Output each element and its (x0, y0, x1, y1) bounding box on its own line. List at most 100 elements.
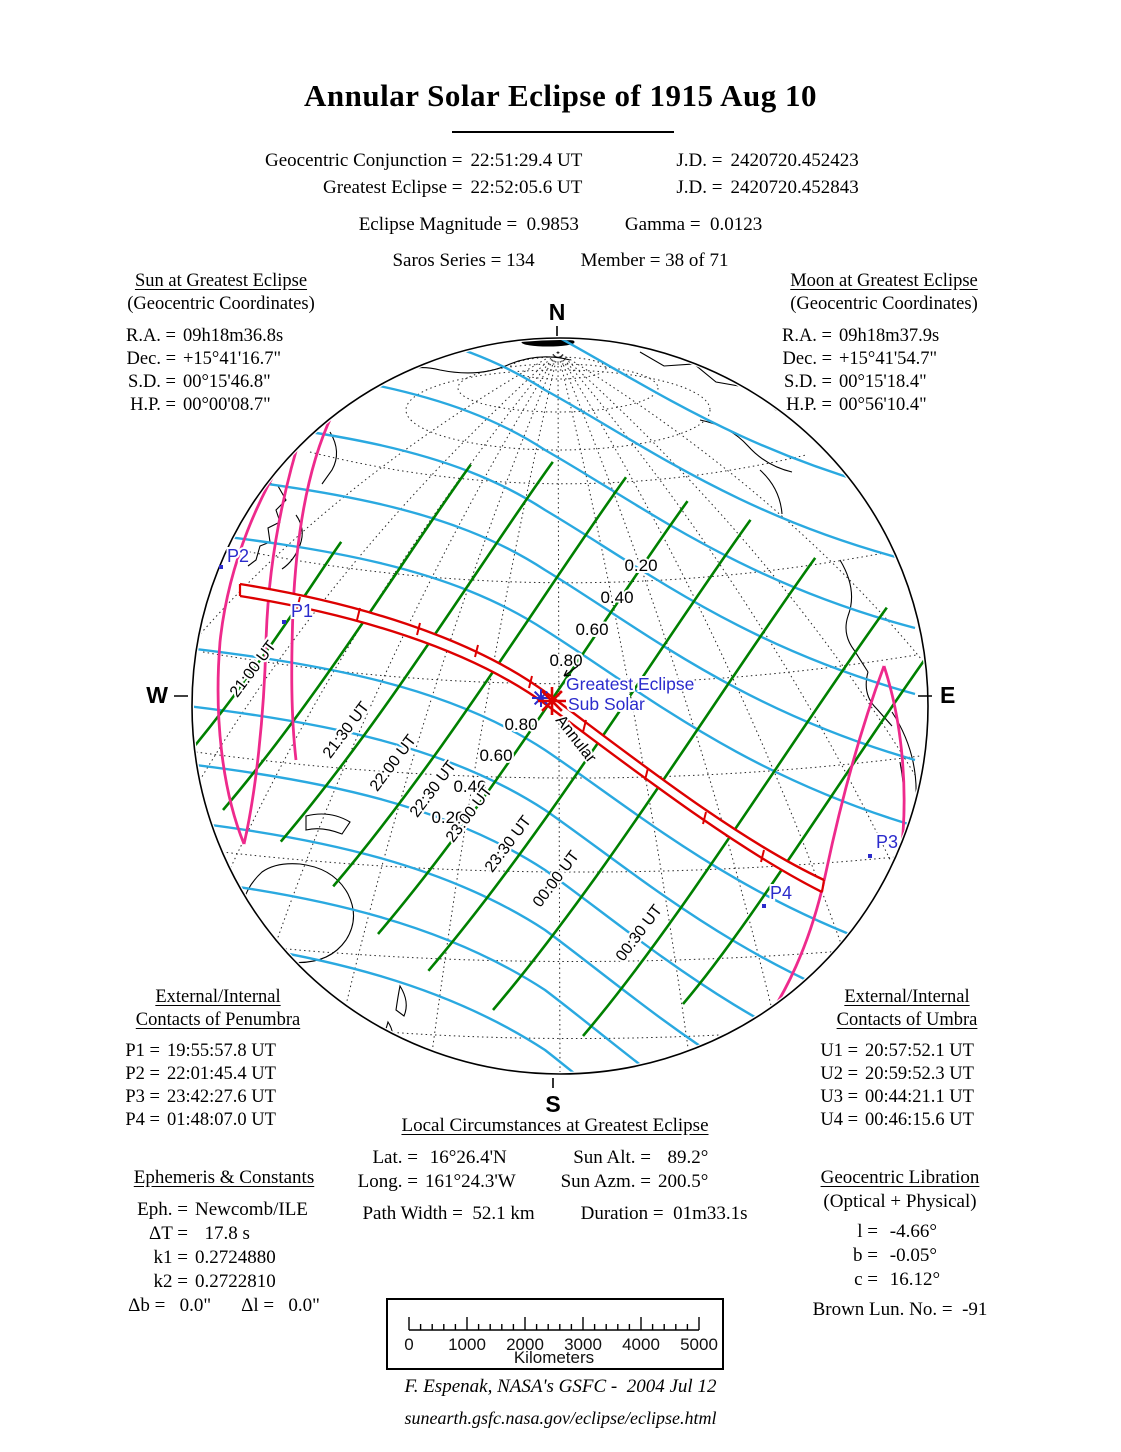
libration-rows: l = -4.66° b = -0.05° c = 16.12° (790, 1220, 1010, 1292)
libration-subtitle: (Optical + Physical) (823, 1191, 977, 1212)
p2-value: 22:01:45.4 UT (167, 1064, 276, 1084)
umbra-title-line1: External/Internal (844, 987, 970, 1007)
scale-tick-label: 5000 (680, 1335, 718, 1354)
p3-label: P3 = (125, 1087, 160, 1107)
libration-title: Geocentric Libration (820, 1167, 980, 1188)
p2-row: P2 = 22:01:45.4 UT (112, 1063, 324, 1086)
contact-point-dot-p1 (282, 620, 286, 624)
magnitude-contour-line (194, 340, 916, 498)
ut-line (377, 500, 689, 935)
u2-label: U2 = (820, 1064, 858, 1084)
k1-label: k1 = (153, 1247, 188, 1268)
local-circumstances-block: Local Circumstances at Greatest Eclipse … (330, 1114, 780, 1226)
greatest-eclipse-jd-value: 2420720.452843 (730, 177, 859, 198)
sun-dec-row: Dec. = +15°41'16.7" (112, 348, 330, 371)
penumbra-rows: P1 = 19:55:57.8 UT P2 = 22:01:45.4 UT P3 =… (112, 1040, 324, 1132)
contact-point-dot-p3 (868, 854, 872, 858)
magnitude-contour-label: 0.60 (479, 746, 512, 765)
ut-time-label: 21:30 UT (320, 699, 373, 762)
magnitude-contour-line (194, 340, 916, 564)
greatest-eclipse-label: Greatest Eclipse = (323, 177, 463, 198)
local-grid: Lat. = 16°26.4'N Sun Alt. = 89.2° Long. … (330, 1146, 780, 1194)
greatest-eclipse-marker (538, 687, 566, 715)
contact-point-label-p3: P3 (876, 832, 898, 852)
header-magnitude-row: Eclipse Magnitude = 0.9853 Gamma = 0.0123 (0, 214, 1121, 236)
moon-sd-label: S.D. = (784, 372, 832, 392)
moon-dec-row: Dec. = +15°41'54.7" (768, 348, 1000, 371)
central-path-north-limit (239, 582, 825, 882)
compass-west-label: W (146, 682, 168, 708)
magnitude-contours (194, 340, 916, 1072)
moon-sd-value: 00°15'18.4" (839, 372, 927, 392)
eph-row: Eph. = Newcomb/ILE (104, 1198, 344, 1222)
sun-dec-value: +15°41'16.7" (183, 349, 282, 369)
magnitude-contour-label: 0.40 (453, 777, 486, 796)
magnitude-contour-label: 0.80 (549, 651, 582, 670)
eclipse-point-markers (532, 687, 566, 715)
conjunction-value: 22:51:29.4 UT (470, 150, 583, 171)
k1-value: 0.2724880 (195, 1247, 276, 1268)
delta-b: Δb = 0.0" (128, 1295, 212, 1316)
brown-lunation-number: Brown Lun. No. = -91 (812, 1299, 988, 1320)
title-rule (452, 131, 674, 133)
magnitude-contour-line (194, 528, 916, 828)
path-width: Path Width = 52.1 km (362, 1203, 535, 1224)
sun-azm-value: 200.5° (658, 1171, 709, 1192)
compass-east-label: E (940, 682, 955, 708)
ut-line (332, 476, 628, 888)
lat-label: Lat. = (372, 1147, 418, 1168)
scale-tick-label: 1000 (448, 1335, 486, 1354)
u1-label: U1 = (820, 1041, 858, 1061)
scale-unit-label: Kilometers (514, 1348, 594, 1364)
p3-value: 23:42:27.6 UT (167, 1087, 276, 1107)
penumbra-limit-curve (746, 665, 886, 1045)
compass-north-label: N (549, 299, 566, 325)
moon-dec-label: Dec. = (782, 349, 832, 369)
eph-value: Newcomb/ILE (195, 1199, 308, 1220)
scale-bar: 0 1000 2000 3000 4000 5000 Kilometers (386, 1298, 724, 1370)
scale-tick-label: 0 (404, 1335, 413, 1354)
p1-value: 19:55:57.8 UT (167, 1041, 276, 1061)
libration-b-label: b = (853, 1245, 878, 1266)
lat-value: 16°26.4'N (425, 1147, 507, 1168)
sun-ra-row: R.A. = 09h18m36.8s (112, 325, 330, 348)
duration: Duration = 01m33.1s (580, 1203, 748, 1224)
sun-sd-value: 00°15'46.8" (183, 372, 271, 392)
ephemeris-title: Ephemeris & Constants (133, 1167, 315, 1188)
conjunction-jd-label: J.D. = (676, 150, 723, 171)
u1-value: 20:57:52.1 UT (865, 1041, 974, 1061)
delta-bl-row: Δb = 0.0" Δl = 0.0" (104, 1294, 344, 1318)
magnitude-contour-label: 0.20 (431, 808, 464, 827)
sun-coordinates-block: Sun at Greatest Eclipse (Geocentric Coor… (112, 270, 330, 417)
globe-outline (191, 337, 929, 1075)
p2-label: P2 = (125, 1064, 160, 1084)
sun-alt-value: 89.2° (658, 1147, 709, 1168)
compass: N S W E (146, 299, 955, 1117)
moon-ra-label: R.A. = (781, 326, 832, 346)
header-times: Geocentric Conjunction = 22:51:29.4 UT J… (0, 150, 1121, 199)
page-title: Annular Solar Eclipse of 1915 Aug 10 (304, 78, 817, 113)
contour-arrow (563, 665, 579, 677)
eclipse-magnitude: Eclipse Magnitude = 0.9853 (358, 214, 579, 235)
moon-dec-value: +15°41'54.7" (839, 349, 938, 369)
magnitude-contour-line (194, 702, 916, 1026)
u3-value: 00:44:21.1 UT (865, 1087, 974, 1107)
magnitude-contour-label: 0.80 (504, 715, 537, 734)
moon-sd-row: S.D. = 00°15'18.4" (768, 371, 1000, 394)
sun-azm-label: Sun Azm. = (560, 1171, 651, 1192)
delta-l: Δl = 0.0" (241, 1295, 320, 1316)
contact-point-label-p4: P4 (770, 883, 792, 903)
saros-series: Saros Series = 134 (392, 250, 535, 271)
libration-block: Geocentric Libration (Optical + Physical… (790, 1166, 1010, 1322)
umbra-rows: U1 = 20:57:52.1 UT U2 = 20:59:52.3 UT U3 =… (812, 1040, 1002, 1132)
penumbra-limit-curve (216, 427, 305, 845)
magnitude-contour-label: 0.40 (600, 588, 633, 607)
credit-url: sunearth.gsfc.nasa.gov/eclipse/eclipse.h… (404, 1408, 717, 1428)
contact-point-dot-p2 (219, 565, 223, 569)
umbra-title-line2: Contacts of Umbra (836, 1010, 978, 1030)
libration-c-label: c = (854, 1269, 878, 1290)
p3-row: P3 = 23:42:27.6 UT (112, 1086, 324, 1109)
delta-t-row: ΔT = 17.8 s (104, 1222, 344, 1246)
magnitude-contour-label: 0.20 (624, 556, 657, 575)
penumbra-limit-curve (290, 414, 334, 761)
